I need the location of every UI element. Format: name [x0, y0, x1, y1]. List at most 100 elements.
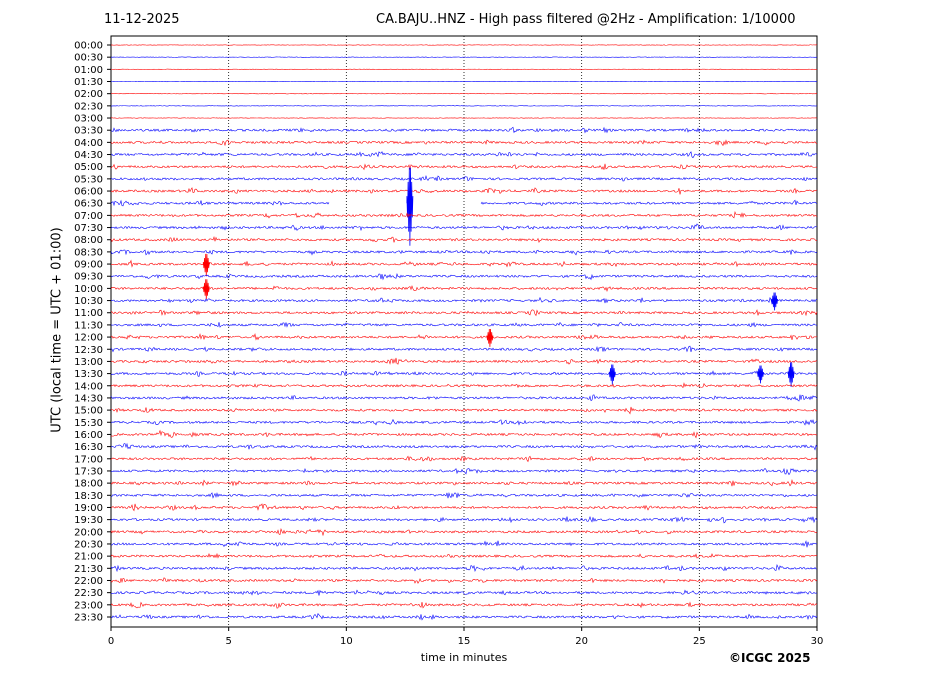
seismic-event	[202, 253, 210, 277]
trace-0300	[110, 117, 818, 119]
y-tick-label: 07:30	[74, 223, 103, 234]
trace-0100	[110, 68, 818, 70]
y-tick-label: 02:00	[74, 89, 103, 100]
y-tick-label: 22:30	[74, 588, 103, 599]
y-tick-label: 04:00	[74, 138, 103, 149]
trace-2200	[110, 577, 818, 584]
y-tick-label: 15:00	[74, 406, 103, 417]
trace-1730	[110, 467, 818, 476]
y-tick-label: 09:30	[74, 272, 103, 283]
x-tick-label: 0	[108, 636, 114, 647]
y-tick-label: 09:00	[74, 260, 103, 271]
x-tick-label: 10	[340, 636, 353, 647]
y-tick-label: 07:00	[74, 211, 103, 222]
trace-1500	[110, 406, 818, 415]
y-tick-label: 23:00	[74, 600, 103, 611]
trace-1700	[110, 455, 818, 463]
trace-2130	[110, 563, 818, 573]
y-tick-label: 05:00	[74, 162, 103, 173]
y-tick-label: 17:00	[74, 454, 103, 465]
x-tick-label: 20	[575, 636, 588, 647]
copyright-label: ©ICGC 2025	[729, 651, 811, 665]
trace-2100	[110, 552, 818, 559]
y-tick-label: 22:00	[74, 576, 103, 587]
trace-0800	[110, 236, 818, 243]
y-tick-label: 11:30	[74, 320, 103, 331]
x-tick-label: 25	[693, 636, 706, 647]
y-tick-label: 06:00	[74, 187, 103, 198]
trace-0330	[110, 126, 818, 134]
y-tick-label: 14:30	[74, 393, 103, 404]
trace-1530	[110, 418, 818, 426]
seismic-event	[608, 364, 616, 385]
y-tick-label: 08:30	[74, 247, 103, 258]
y-tick-label: 08:00	[74, 235, 103, 246]
trace-0230	[110, 105, 818, 107]
seismic-event	[406, 167, 414, 246]
y-tick-label: 16:30	[74, 442, 103, 453]
x-tick-label: 15	[458, 636, 471, 647]
plot-frame	[110, 35, 818, 628]
trace-2300	[110, 601, 818, 609]
y-tick-label: 23:30	[74, 612, 103, 623]
y-tick-label: 03:30	[74, 126, 103, 137]
y-tick-label: 03:00	[74, 114, 103, 125]
trace-1800	[110, 479, 818, 487]
trace-0930	[110, 273, 818, 281]
trace-0900	[110, 259, 818, 268]
trace-2230	[110, 589, 818, 596]
y-tick-label: 21:00	[74, 552, 103, 563]
trace-2330	[110, 613, 818, 621]
trace-2030	[110, 540, 818, 548]
y-tick-label: 01:30	[74, 77, 103, 88]
y-tick-label: 05:30	[74, 174, 103, 185]
y-tick-label: 13:30	[74, 369, 103, 380]
trace-1130	[110, 321, 818, 328]
trace-1300	[110, 357, 818, 365]
x-tick-label: 30	[811, 636, 824, 647]
y-tick-label: 10:00	[74, 284, 103, 295]
trace-0630	[110, 199, 818, 207]
y-tick-label: 20:30	[74, 539, 103, 550]
y-tick-label: 14:00	[74, 381, 103, 392]
trace-1100	[110, 309, 818, 317]
y-tick-label: 00:30	[74, 53, 103, 64]
x-tick-label: 5	[225, 636, 231, 647]
trace-0200	[110, 93, 818, 95]
y-tick-label: 10:30	[74, 296, 103, 307]
trace-0530	[110, 175, 818, 182]
y-tick-label: 20:00	[74, 527, 103, 538]
trace-1930	[110, 515, 818, 524]
seismic-event	[771, 292, 778, 311]
y-tick-label: 19:00	[74, 503, 103, 514]
y-tick-label: 12:00	[74, 333, 103, 344]
y-tick-label: 11:00	[74, 308, 103, 319]
seismic-event	[787, 362, 795, 388]
trace-0500	[110, 163, 818, 171]
trace-1030	[110, 296, 818, 305]
trace-1830	[110, 492, 818, 499]
trace-1200	[110, 333, 818, 341]
trace-0130	[110, 80, 818, 83]
trace-0400	[110, 139, 818, 147]
trace-1230	[110, 345, 818, 353]
y-tick-label: 13:00	[74, 357, 103, 368]
y-tick-label: 06:30	[74, 199, 103, 210]
y-tick-label: 01:00	[74, 65, 103, 76]
trace-2000	[110, 527, 818, 537]
seismic-event	[486, 328, 494, 347]
trace-1400	[110, 382, 818, 389]
y-tick-label: 12:30	[74, 345, 103, 356]
y-tick-label: 04:30	[74, 150, 103, 161]
seismic-event	[202, 279, 210, 300]
plot-title: CA.BAJU..HNZ - High pass filtered @2Hz -…	[376, 12, 796, 27]
y-tick-label: 16:00	[74, 430, 103, 441]
trace-1600	[110, 429, 817, 439]
trace-1430	[110, 394, 818, 402]
trace-1330	[110, 370, 818, 377]
trace-0700	[110, 210, 818, 219]
trace-0600	[110, 187, 818, 195]
trace-0730	[110, 223, 818, 232]
y-tick-label: 18:00	[74, 479, 103, 490]
